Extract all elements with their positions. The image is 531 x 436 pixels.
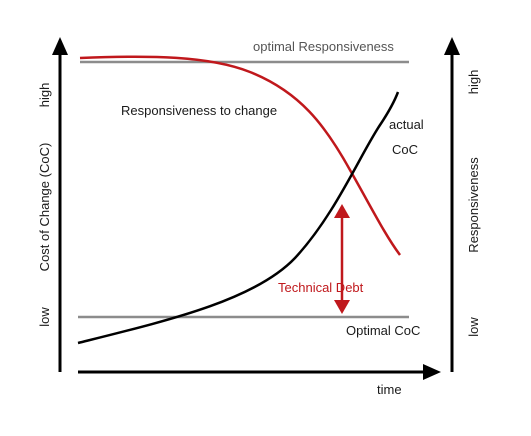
time-axis-arrowhead	[423, 364, 441, 380]
actual-coc-label-line1: actual	[389, 117, 424, 132]
optimal-coc-label: Optimal CoC	[346, 323, 420, 338]
actual-coc-curve	[77, 91, 400, 345]
left-y-axis-arrowhead	[52, 37, 68, 55]
responsiveness-curve	[79, 55, 402, 256]
technical-debt-arrowhead-down	[334, 300, 350, 314]
technical-debt-arrowhead-up	[334, 204, 350, 218]
time-axis-label: time	[377, 382, 402, 397]
actual-coc-label-line2: CoC	[392, 142, 418, 157]
right-axis-title: Responsiveness	[466, 157, 481, 253]
right-y-axis-arrowhead	[444, 37, 460, 55]
technical-debt-label: Technical Debt	[278, 280, 364, 295]
optimal-responsiveness-label: optimal Responsiveness	[253, 39, 394, 54]
responsiveness-to-change-label: Responsiveness to change	[121, 103, 277, 118]
right-axis-low-label: low	[466, 317, 481, 337]
left-axis-low-label: low	[37, 307, 52, 327]
left-axis-high-label: high	[37, 83, 52, 108]
left-axis-title: Cost of Change (CoC)	[37, 143, 52, 272]
right-axis-high-label: high	[466, 70, 481, 95]
